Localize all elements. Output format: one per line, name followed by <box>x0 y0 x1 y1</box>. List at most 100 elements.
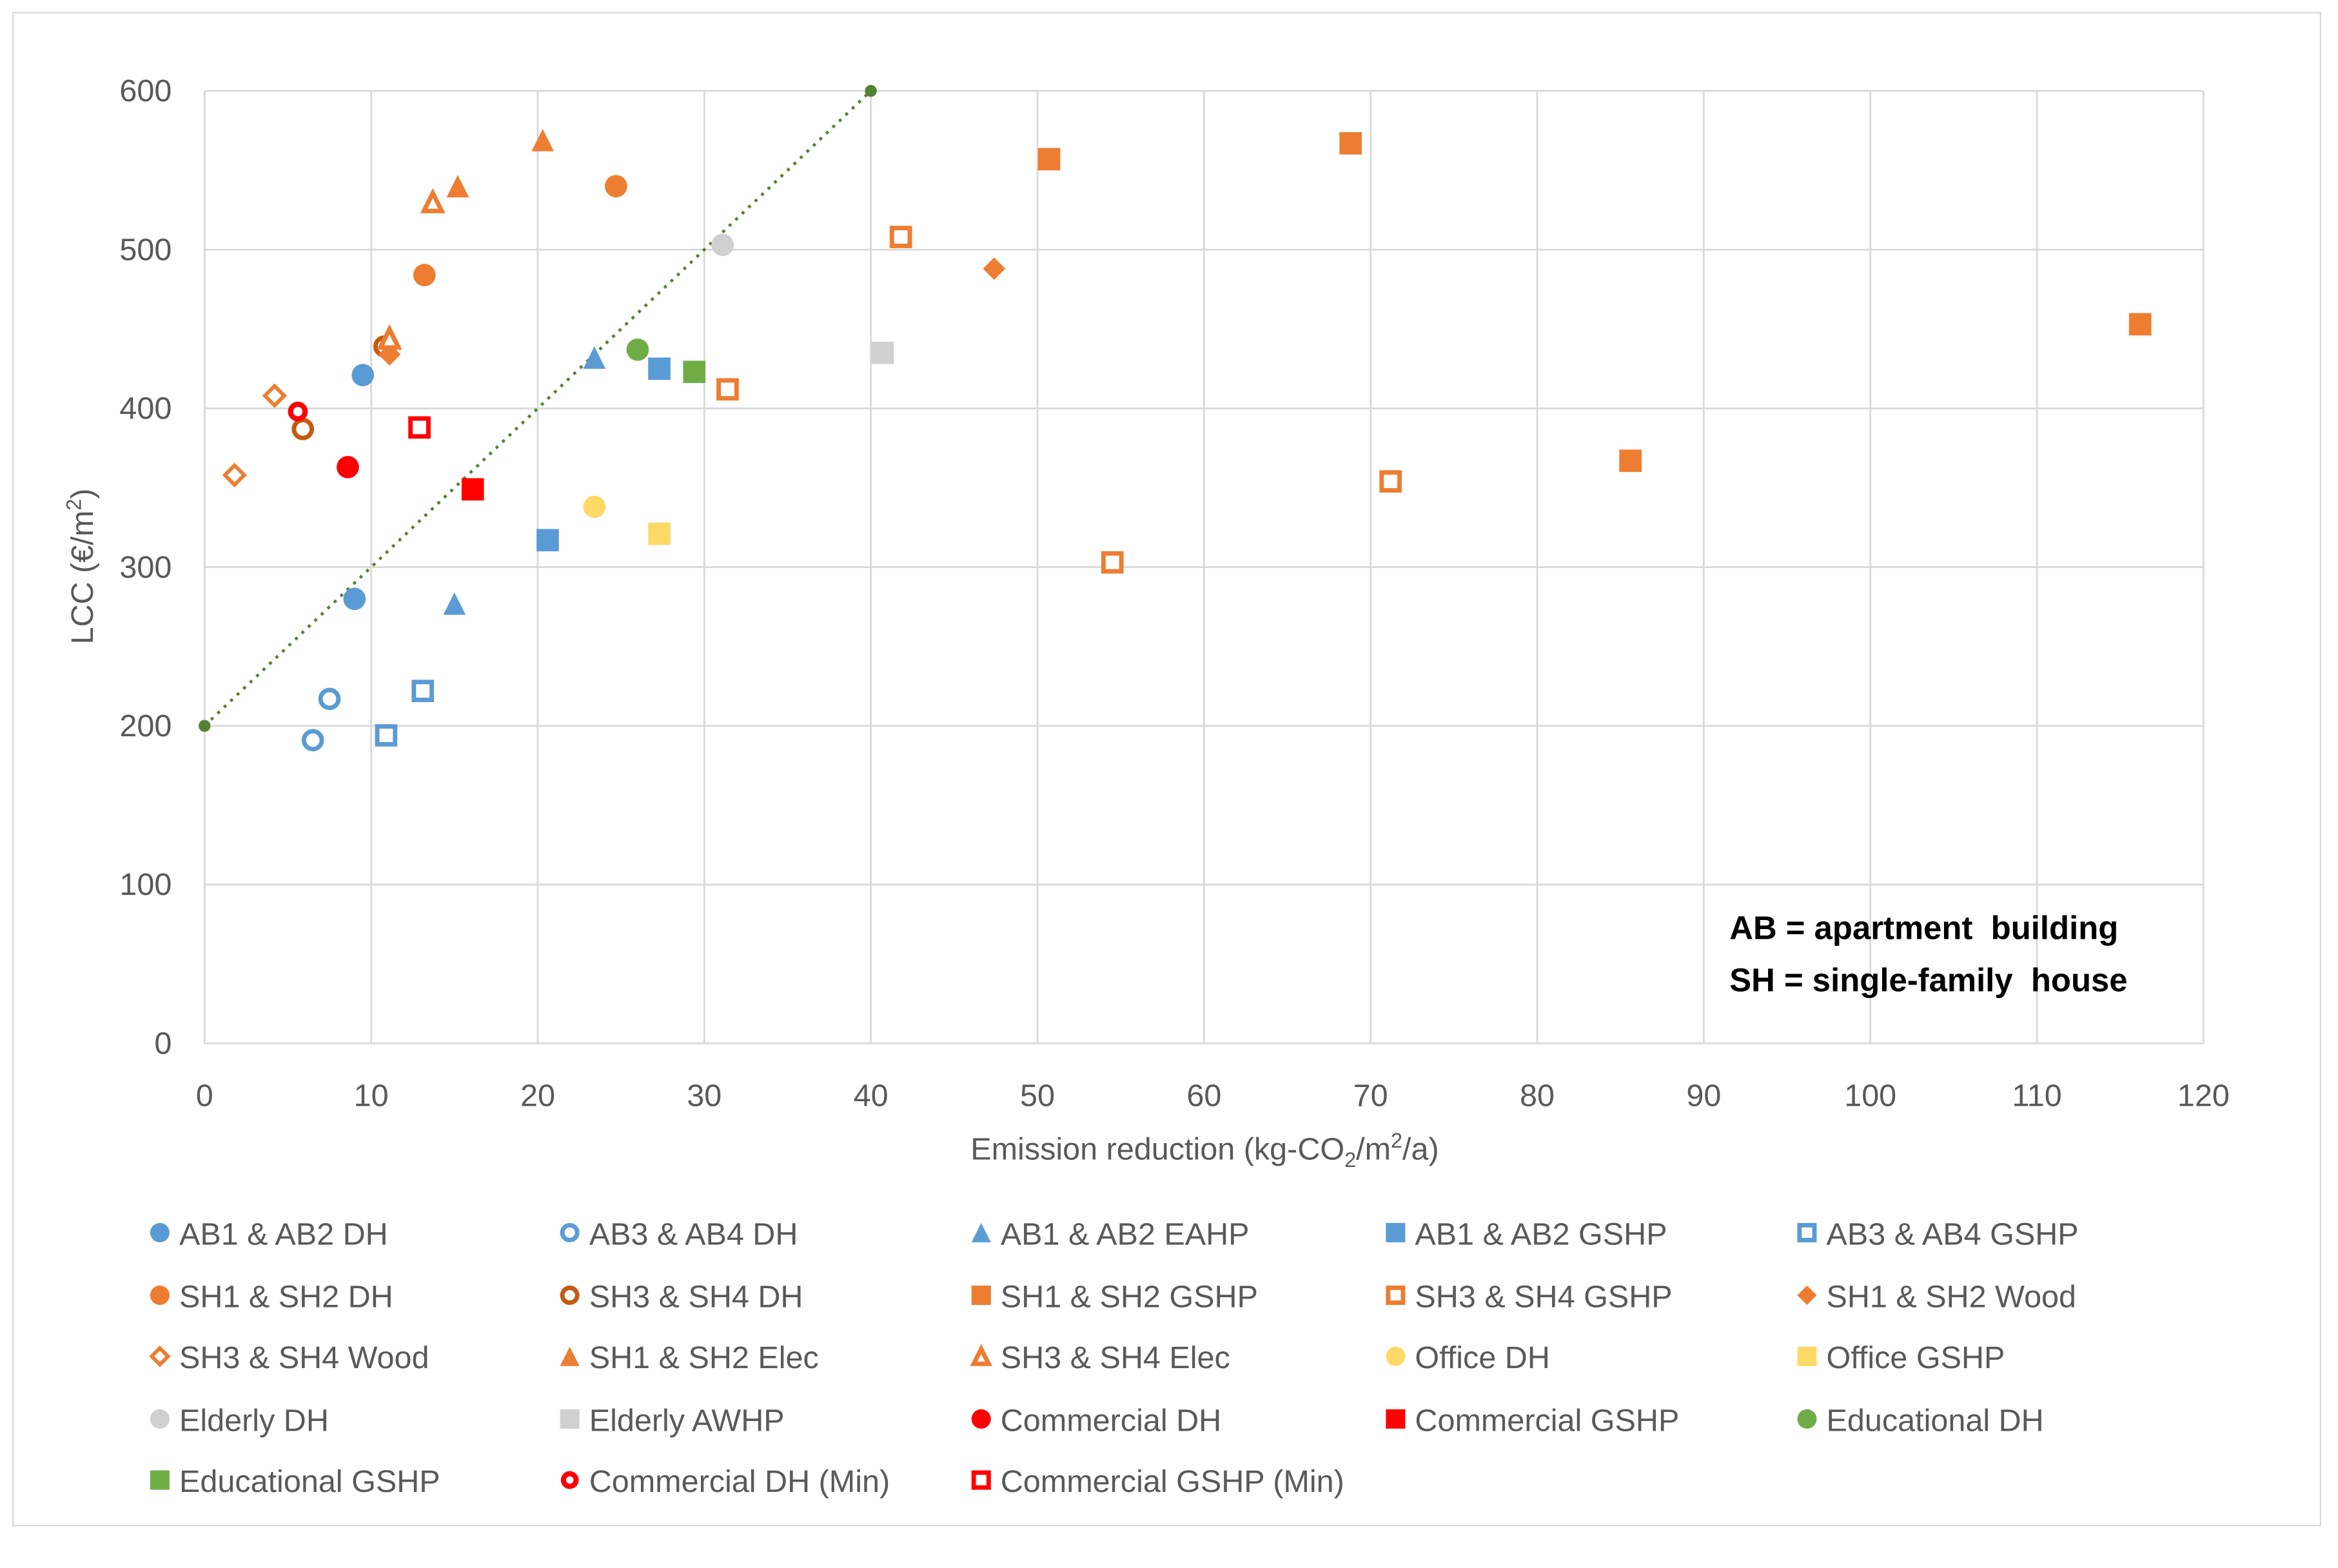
legend-marker-ab1-ab2-gshp <box>1386 1222 1406 1242</box>
legend-label: Elderly AWHP <box>589 1403 785 1438</box>
series-sh1-sh2-gshp <box>1037 132 2152 473</box>
legend-item-sh1-sh2-gshp: SH1 & SH2 GSHP <box>971 1279 1258 1314</box>
legend-item-sh3-sh4-elec: SH3 & SH4 Elec <box>970 1340 1230 1375</box>
series-educational-dh <box>626 338 649 361</box>
series-elderly-awhp <box>871 341 894 364</box>
legend-label: Office GSHP <box>1826 1340 2005 1375</box>
data-point-sh3-sh4-gshp <box>889 226 912 248</box>
x-tick-label: 50 <box>1020 1078 1055 1113</box>
legend-label: AB1 & AB2 DH <box>179 1217 388 1251</box>
legend-label: SH3 & SH4 Wood <box>179 1340 429 1375</box>
y-tick-label: 300 <box>119 550 172 585</box>
x-tick-label: 110 <box>2012 1078 2061 1113</box>
tick-labels: 0 100 200 300 400 500 600 0 10 20 30 40 50 60 70 80 90 10… <box>119 74 2229 1113</box>
x-tick-label: 0 <box>196 1078 213 1113</box>
legend-label: Educational DH <box>1826 1403 2043 1438</box>
data-point-sh3-sh4-gshp <box>716 378 739 401</box>
legend-marker-educational-dh <box>1797 1409 1817 1429</box>
legend-item-elderly-dh: Elderly DH <box>150 1403 329 1438</box>
legend-marker-office-gshp <box>1797 1346 1817 1366</box>
legend-item-sh3-sh4-gshp: SH3 & SH4 GSHP <box>1386 1279 1673 1314</box>
data-point-sh3-sh4-gshp <box>1379 470 1402 493</box>
data-point-elderly-awhp <box>871 341 894 364</box>
series-sh3-sh4-elec <box>377 188 446 350</box>
data-point-ab3-ab4-gshp <box>411 680 435 703</box>
legend-item-office-gshp: Office GSHP <box>1797 1340 2005 1375</box>
legend-marker-commercial-dh <box>971 1409 991 1429</box>
series-elderly-dh <box>711 233 734 257</box>
legend-item-ab1-ab2-eahp: AB1 & AB2 EAHP <box>971 1217 1250 1251</box>
x-tick-label: 90 <box>1686 1078 1721 1113</box>
legend-label: SH1 & SH2 Wood <box>1826 1279 2076 1314</box>
legend-item-sh3-sh4-wood: SH3 & SH4 Wood <box>149 1340 429 1375</box>
legend-marker-commercial-gshp-min <box>971 1470 991 1490</box>
legend-marker-elderly-dh <box>150 1409 170 1429</box>
legend-item-sh1-sh2-elec: SH1 & SH2 Elec <box>560 1340 819 1375</box>
annotation-ab: AB = apartment building <box>1729 909 2118 946</box>
series-sh3-sh4-wood <box>222 383 287 487</box>
data-point-sh3-sh4-elec <box>420 188 446 213</box>
data-point-educational-gshp <box>683 360 706 384</box>
legend-marker-sh3-sh4-elec <box>970 1344 992 1366</box>
series-ab3-ab4-dh <box>301 687 341 752</box>
gridlines <box>203 90 2205 1044</box>
x-axis-title: Emission reduction (kg-CO2/m2/a) <box>970 1129 1439 1171</box>
series-commercial-gshp <box>461 478 484 501</box>
annotation-sh: SH = single-family house <box>1729 961 2127 998</box>
legend-label: Commercial DH (Min) <box>589 1464 890 1499</box>
chart-frame <box>12 12 2322 1527</box>
data-point-ab1-ab2-gshp <box>648 357 671 380</box>
legend-marker-ab3-ab4-dh <box>560 1222 580 1242</box>
legend-label: SH1 & SH2 DH <box>179 1279 393 1314</box>
legend-label: Commercial GSHP <box>1415 1403 1679 1438</box>
data-point-ab1-ab2-dh <box>351 364 375 387</box>
x-tick-label: 120 <box>2177 1078 2230 1113</box>
data-point-ab3-ab4-gshp <box>375 724 398 747</box>
series-ab1-ab2-eahp <box>443 346 606 615</box>
series-ab1-ab2-dh <box>343 364 375 611</box>
data-point-ab1-ab2-dh <box>343 587 366 611</box>
legend-marker-sh3-sh4-wood <box>149 1345 171 1367</box>
legend-item-educational-gshp: Educational GSHP <box>150 1464 440 1499</box>
y-tick-label: 0 <box>154 1026 172 1061</box>
legend-marker-office-dh <box>1386 1346 1406 1366</box>
x-tick-label: 100 <box>1844 1078 1896 1113</box>
legend-marker-ab1-ab2-eahp <box>971 1222 991 1242</box>
legend-marker-ab3-ab4-gshp <box>1797 1222 1817 1242</box>
legend-label: SH3 & SH4 Elec <box>1001 1340 1230 1375</box>
trendline-endpoint <box>199 720 211 732</box>
legend-item-commercial-dh: Commercial DH <box>971 1403 1221 1438</box>
legend-item-commercial-dh-min: Commercial DH (Min) <box>560 1464 890 1499</box>
legend-label: SH1 & SH2 GSHP <box>1001 1279 1258 1314</box>
data-points <box>222 129 2152 752</box>
series-ab3-ab4-gshp <box>375 680 435 747</box>
data-point-office-dh <box>583 495 606 518</box>
data-point-sh3-sh4-wood <box>222 462 247 487</box>
data-point-ab3-ab4-dh <box>301 729 324 752</box>
legend-item-office-dh: Office DH <box>1386 1340 1550 1375</box>
data-point-ab3-ab4-dh <box>318 687 341 710</box>
legend-item-commercial-gshp-min: Commercial GSHP (Min) <box>971 1464 1344 1499</box>
x-tick-label: 70 <box>1353 1078 1388 1113</box>
data-point-educational-dh <box>626 338 649 361</box>
series-commercial-gshp-min <box>408 416 431 439</box>
y-tick-label: 100 <box>119 867 172 902</box>
legend-marker-sh3-sh4-gshp <box>1386 1285 1406 1305</box>
trendline-line <box>203 90 872 727</box>
data-point-sh1-sh2-gshp <box>1339 132 1362 155</box>
legend-marker-commercial-dh-min <box>560 1471 579 1489</box>
legend-item-sh3-sh4-dh: SH3 & SH4 DH <box>560 1279 803 1314</box>
legend-item-ab3-ab4-gshp: AB3 & AB4 GSHP <box>1797 1217 2079 1251</box>
data-point-sh1-sh2-dh <box>605 175 627 198</box>
legend-label: AB1 & AB2 EAHP <box>1001 1217 1250 1251</box>
data-point-elderly-dh <box>711 233 734 257</box>
data-point-sh1-sh2-gshp <box>1037 148 1061 171</box>
data-point-ab1-ab2-gshp <box>536 529 559 552</box>
x-tick-label: 20 <box>520 1078 555 1113</box>
data-point-office-gshp <box>648 522 671 545</box>
legend-marker-sh1-sh2-gshp <box>971 1285 991 1305</box>
legend-label: AB3 & AB4 GSHP <box>1826 1217 2078 1251</box>
legend-label: SH1 & SH2 Elec <box>589 1340 819 1375</box>
x-tick-label: 80 <box>1520 1078 1555 1113</box>
legend-item-ab1-ab2-gshp: AB1 & AB2 GSHP <box>1386 1217 1667 1251</box>
